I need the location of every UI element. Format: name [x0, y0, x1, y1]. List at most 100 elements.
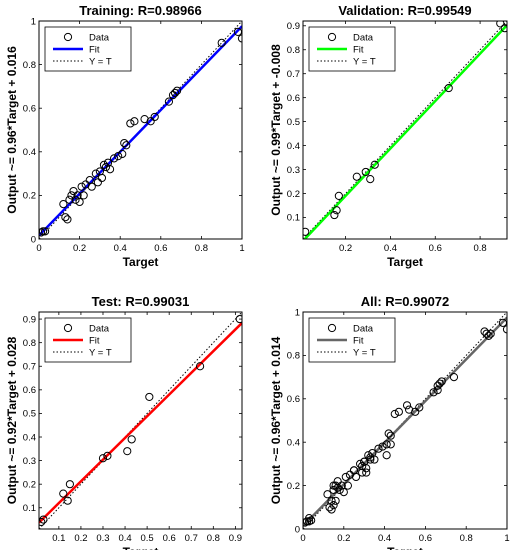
- y-tick-label: 0.2: [287, 481, 300, 492]
- x-tick-label: 0.5: [141, 533, 154, 544]
- x-tick-label: 0.8: [195, 243, 208, 254]
- data-point: [77, 182, 86, 191]
- data-point: [437, 377, 446, 386]
- data-point: [93, 178, 102, 187]
- data-point: [402, 401, 412, 410]
- data-point: [329, 481, 338, 490]
- data-point: [386, 440, 395, 449]
- data-point: [123, 447, 132, 456]
- y-tick-label: 0.8: [23, 60, 36, 71]
- legend-data-marker: [63, 323, 73, 333]
- x-tick-label: 1: [504, 533, 509, 544]
- x-tick-label: 1: [239, 243, 244, 254]
- y-tick-label: 0.1: [23, 503, 36, 514]
- legend-data-marker: [63, 32, 73, 42]
- data-point: [103, 451, 112, 460]
- data-point: [382, 451, 391, 460]
- data-point: [69, 186, 78, 196]
- chart-panel-3: 0.1 0.2 0.3 0.4 0.5 0.6 0.7 0.8 0.9 0.1 0.2 0.3 0.4 0…: [5, 294, 243, 550]
- y-tick-label: 0: [295, 524, 300, 535]
- data-point: [170, 88, 180, 98]
- y-tick-label: 0.6: [287, 93, 300, 104]
- data-point: [217, 38, 226, 47]
- x-tick-label: 0.9: [229, 533, 242, 544]
- data-point: [335, 485, 344, 495]
- chart-title: Test: R=0.99031: [92, 294, 190, 309]
- data-point: [39, 515, 48, 524]
- fit-line: [303, 24, 507, 239]
- x-tick-label: 0.4: [118, 533, 131, 544]
- chart-panel-2: 0.2 0.4 0.6 0.8 0.1 0.2 0.3 0.4 0.5 0.6 0.7 0.8 0.9 V…: [269, 3, 508, 269]
- data-point: [331, 481, 340, 490]
- y-tick-label: 0.2: [287, 189, 300, 200]
- y-axis-label: Output ~= 0.96*Target + 0.016: [5, 46, 19, 214]
- data-point: [352, 172, 361, 181]
- data-point: [370, 455, 379, 464]
- data-point: [366, 175, 375, 184]
- y-tick-label: 0.2: [23, 191, 36, 202]
- identity-line: [303, 21, 507, 239]
- y-tick-label: 0.9: [287, 21, 300, 32]
- data-point: [449, 373, 459, 382]
- y-tick-label: 0.6: [23, 104, 36, 115]
- legend-entry: Data: [353, 32, 374, 43]
- y-tick-label: 0.4: [287, 438, 300, 449]
- y-tick-label: 0.1: [287, 213, 300, 224]
- data-point: [332, 206, 341, 215]
- y-axis-label: Output ~= 0.96*Target + 0.014: [269, 336, 283, 504]
- legend-data-marker: [327, 323, 337, 333]
- data-point: [374, 444, 383, 453]
- y-tick-label: 0.3: [23, 456, 36, 467]
- y-tick-label: 0.8: [287, 351, 300, 362]
- data-point: [390, 409, 399, 419]
- data-point: [327, 505, 336, 514]
- data-point: [195, 362, 205, 371]
- legend-box: [308, 26, 396, 72]
- x-tick-label: 0.6: [163, 533, 176, 544]
- data-point: [360, 457, 369, 466]
- data-point: [364, 451, 373, 460]
- legend-entry: Data: [353, 323, 374, 334]
- data-point: [39, 517, 46, 527]
- data-point: [75, 197, 84, 207]
- legend-entry: Y = T: [353, 56, 376, 67]
- data-point: [97, 173, 107, 183]
- data-point: [235, 314, 242, 324]
- data-point: [61, 213, 70, 222]
- fit-line: [39, 322, 242, 524]
- legend-entry: Y = T: [353, 347, 376, 358]
- data-point: [305, 517, 314, 526]
- data-point: [114, 152, 123, 161]
- data-point: [394, 407, 403, 416]
- data-point: [145, 392, 154, 402]
- legend-entry: Fit: [89, 335, 100, 346]
- data-point: [91, 169, 100, 178]
- x-tick-label: 0: [300, 533, 305, 544]
- data-point: [356, 459, 365, 468]
- y-tick-label: 1: [31, 16, 36, 27]
- plot-content: [39, 21, 242, 239]
- y-tick-label: 0.6: [23, 385, 36, 396]
- data-point: [122, 141, 131, 150]
- x-tick-label: 0.4: [378, 533, 391, 544]
- identity-line: [39, 312, 242, 529]
- data-point: [433, 381, 442, 390]
- data-point: [343, 481, 352, 490]
- data-point: [433, 386, 442, 395]
- data-point: [333, 483, 342, 492]
- x-tick-label: 0.7: [185, 533, 198, 544]
- y-tick-label: 0.8: [287, 45, 300, 56]
- data-point: [130, 117, 139, 126]
- x-tick-label: 0.1: [52, 533, 65, 544]
- axes-box: [302, 311, 508, 530]
- chart-panel-4: 0 0.2 0.4 0.6 0.8 1 0 0.2 0.4 0.6 0.8 1 All: R=0.990…: [269, 294, 510, 550]
- data-point: [444, 83, 453, 93]
- legend-entry: Y = T: [89, 347, 112, 358]
- data-point: [172, 86, 182, 95]
- data-point: [358, 461, 367, 471]
- data-point: [101, 162, 111, 172]
- data-point: [40, 227, 50, 236]
- y-tick-label: 0.7: [287, 69, 300, 80]
